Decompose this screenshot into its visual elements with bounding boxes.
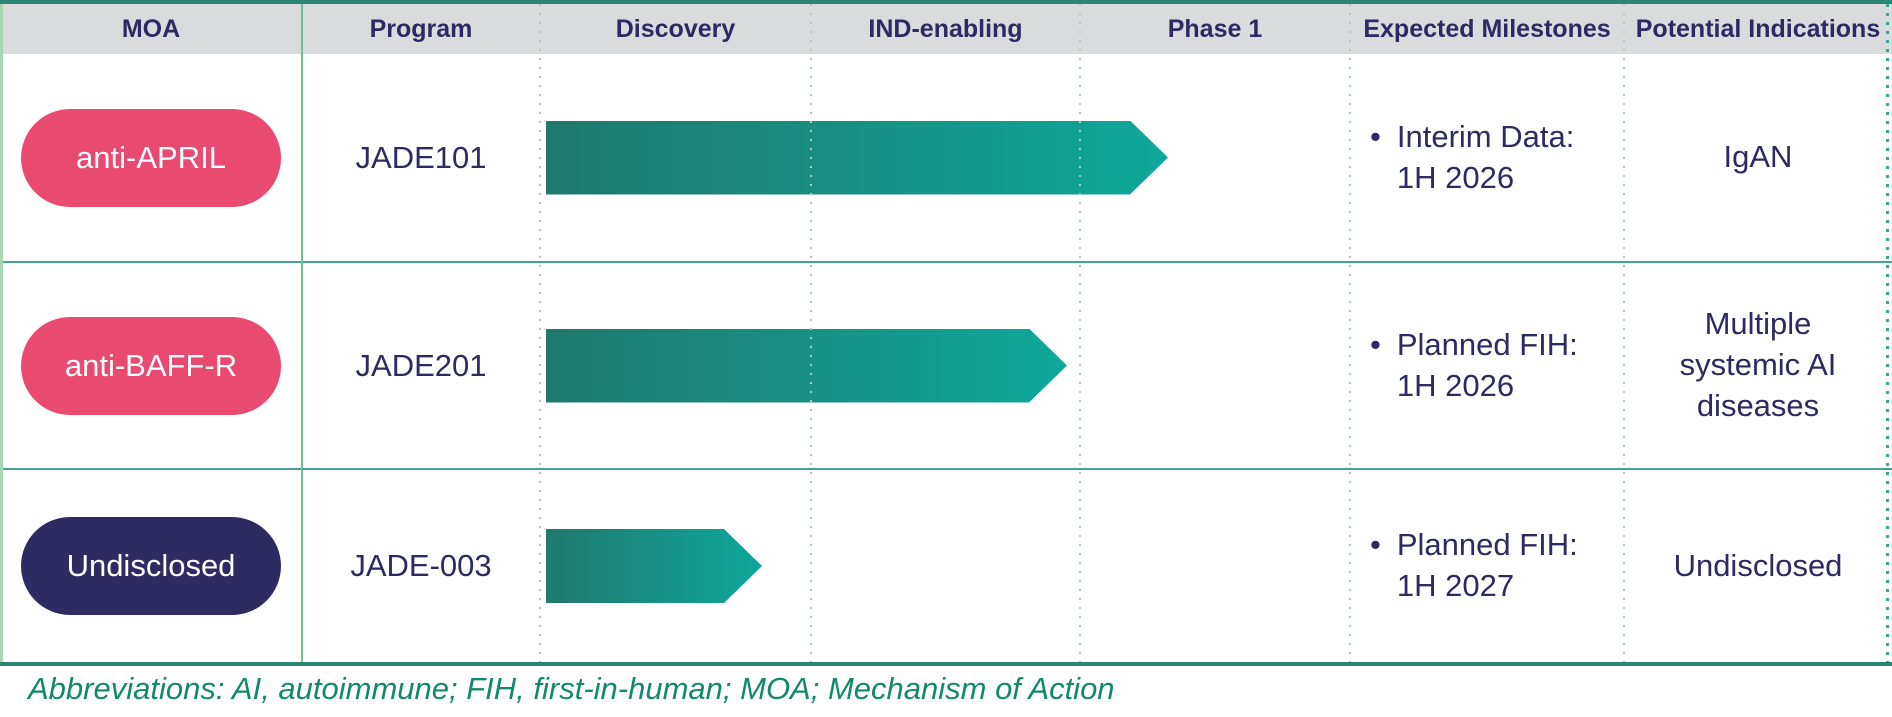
- moa-pill-anti-april: anti-APRIL: [21, 108, 281, 207]
- moa-pill-anti-baff-r: anti-BAFF-R: [21, 316, 281, 415]
- table-header: MOA Program Discovery IND-enabling Phase…: [0, 4, 1892, 54]
- table-row-jade101: anti-APRIL JADE101 • Interim Data: 1H 20…: [0, 54, 1892, 263]
- moa-cell: anti-APRIL: [0, 54, 302, 261]
- indication-text: IgAN: [1723, 139, 1793, 175]
- column-header-program: Program: [369, 14, 473, 43]
- bullet-icon: •: [1370, 527, 1381, 563]
- progress-arrow: [546, 529, 762, 603]
- abbreviations-note: Abbreviations: AI, autoimmune; FIH, firs…: [28, 671, 1115, 706]
- moa-pill-undisclosed: Undisclosed: [21, 517, 281, 615]
- column-header-discovery: Discovery: [615, 14, 736, 43]
- bullet-icon: •: [1370, 326, 1381, 362]
- table-row-jade-003: Undisclosed JADE-003 • Planned FIH: 1H 2…: [0, 470, 1892, 662]
- milestone-cell: • Planned FIH: 1H 2027: [1350, 470, 1624, 662]
- moa-cell: Undisclosed: [0, 470, 302, 662]
- stage-timeline: [540, 470, 1350, 662]
- column-header-moa: MOA: [121, 14, 181, 43]
- column-header-phase-1: Phase 1: [1167, 14, 1263, 43]
- milestone-item: • Planned FIH: 1H 2026: [1370, 325, 1578, 407]
- program-label: JADE-003: [350, 548, 492, 583]
- indication-text: Undisclosed: [1673, 547, 1843, 583]
- column-header-potential-indications: Potential Indications: [1635, 14, 1881, 43]
- milestone-cell: • Interim Data: 1H 2026: [1350, 54, 1624, 261]
- pipeline-table: MOA Program Discovery IND-enabling Phase…: [0, 0, 1892, 666]
- stage-timeline: [540, 263, 1350, 468]
- progress-arrow: [546, 329, 1067, 403]
- indication-text: Multiple systemic AI diseases: [1679, 306, 1837, 423]
- milestone-item: • Interim Data: 1H 2026: [1370, 117, 1574, 199]
- milestone-text: Interim Data: 1H 2026: [1396, 118, 1575, 195]
- milestone-text: Planned FIH: 1H 2027: [1396, 527, 1578, 603]
- bullet-icon: •: [1370, 118, 1381, 154]
- program-label: JADE201: [355, 347, 487, 383]
- milestone-cell: • Planned FIH: 1H 2026: [1350, 263, 1624, 468]
- program-label: JADE101: [355, 139, 487, 175]
- stage-timeline: [540, 54, 1350, 261]
- column-header-ind-enabling: IND-enabling: [868, 14, 1023, 43]
- moa-cell: anti-BAFF-R: [0, 263, 302, 468]
- progress-arrow: [546, 121, 1168, 195]
- milestone-item: • Planned FIH: 1H 2027: [1370, 525, 1578, 607]
- table-row-jade201: anti-BAFF-R JADE201 • Planned FIH: 1H 20…: [0, 263, 1892, 470]
- milestone-text: Planned FIH: 1H 2026: [1396, 326, 1578, 403]
- column-header-expected-milestones: Expected Milestones: [1363, 14, 1611, 43]
